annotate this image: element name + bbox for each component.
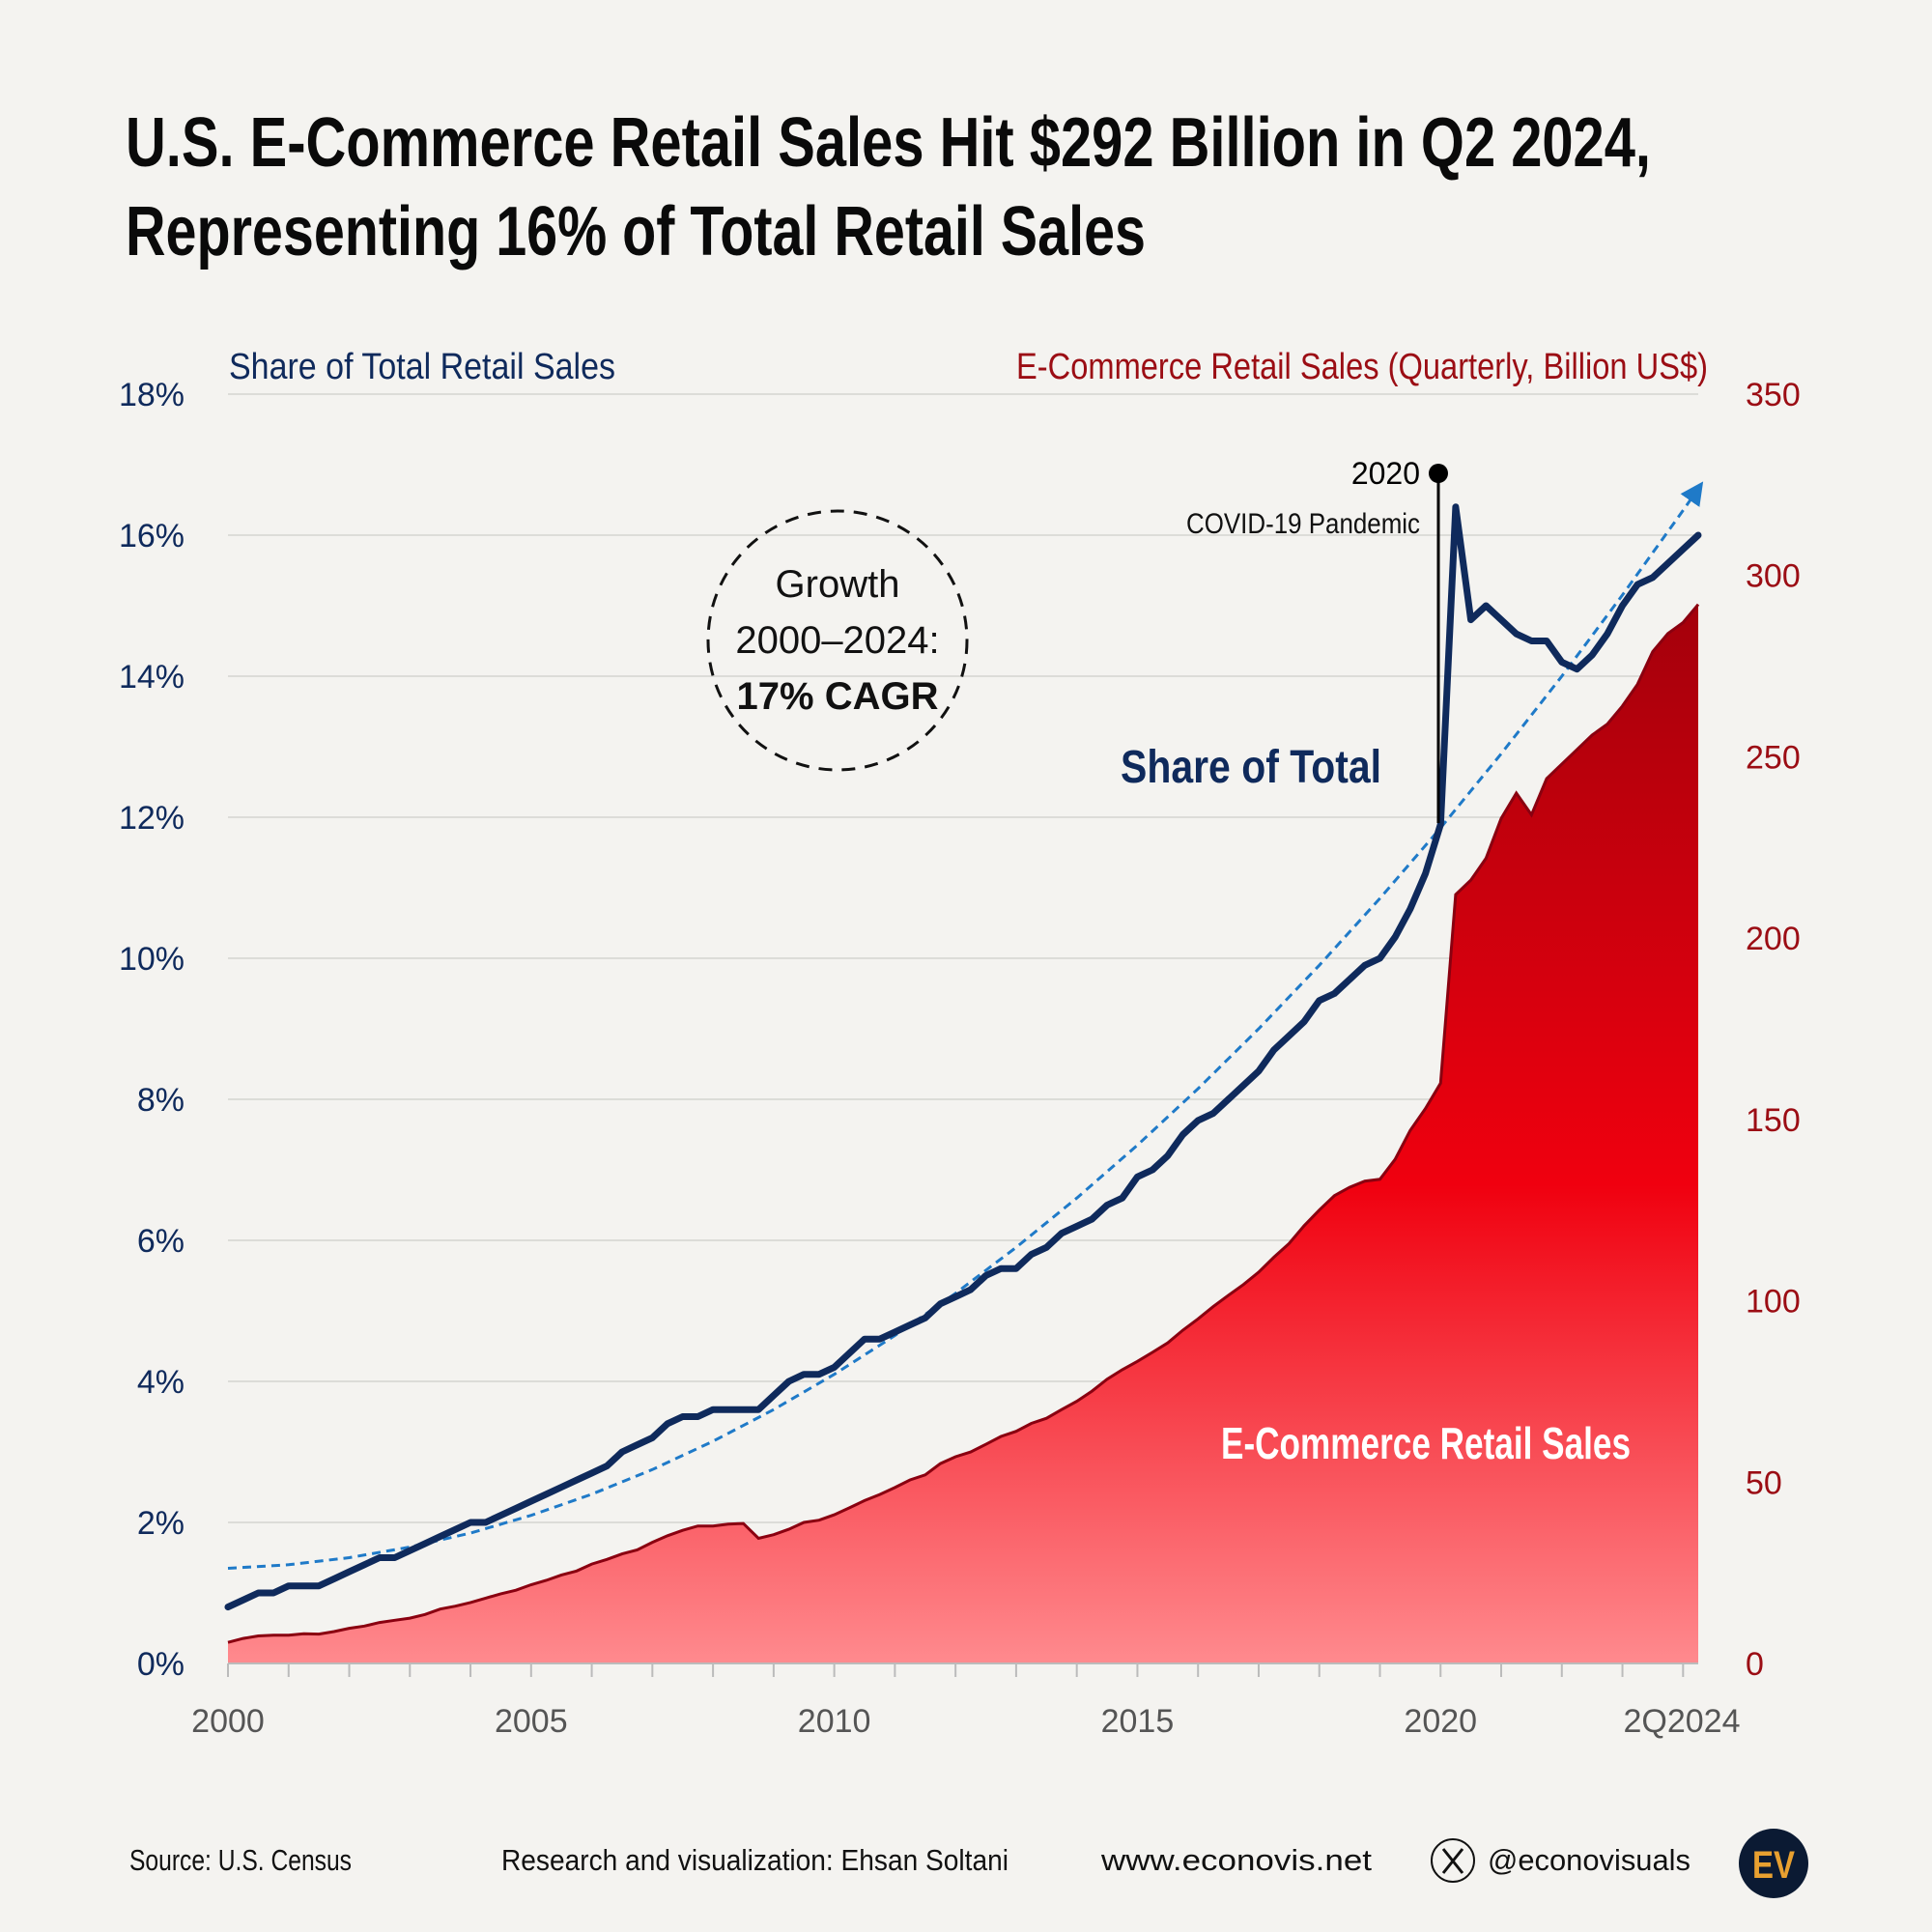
right-tick-label: 350 xyxy=(1746,377,1801,413)
right-axis-ticks: 0 50 100 150 200 250 300 350 xyxy=(1746,377,1801,1683)
left-tick-label: 10% xyxy=(119,941,185,978)
share-line-layer xyxy=(224,503,1702,1611)
left-tick-label: 8% xyxy=(137,1082,185,1119)
growth-callout-line-2: 2000–2024: xyxy=(735,619,939,662)
growth-callout-line-1: Growth xyxy=(776,563,900,606)
left-axis-ticks: 0% 2% 4% 6% 8% 10% 12% 14% 16% 18% xyxy=(119,377,185,1683)
growth-callout-line-3: 17% CAGR xyxy=(737,675,939,718)
left-tick-label: 16% xyxy=(119,518,185,554)
x-tick-label: 2Q2024 xyxy=(1624,1703,1741,1740)
sales-series-label: E-Commerce Retail Sales xyxy=(1221,1418,1631,1468)
x-tick-label: 2000 xyxy=(191,1703,265,1740)
right-axis-title: E-Commerce Retail Sales (Quarterly, Bill… xyxy=(1016,347,1708,387)
covid-marker-dot xyxy=(1429,464,1448,483)
left-tick-label: 4% xyxy=(137,1364,185,1401)
x-tick-label: 2020 xyxy=(1404,1703,1477,1740)
trend-layer xyxy=(227,481,1704,1570)
website-link[interactable]: www.econovis.net xyxy=(1100,1843,1373,1877)
right-tick-label: 50 xyxy=(1746,1464,1782,1501)
growth-callout-circle xyxy=(706,509,969,772)
social-handle-link[interactable]: @econovisuals xyxy=(1488,1843,1690,1877)
left-tick-label: 6% xyxy=(137,1223,185,1260)
x-logo-icon[interactable] xyxy=(1431,1838,1475,1883)
covid-year-label: 2020 xyxy=(1351,456,1420,491)
sales-outline xyxy=(227,603,1700,1644)
credit-text: Research and visualization: Ehsan Soltan… xyxy=(501,1843,1009,1877)
left-tick-label: 0% xyxy=(137,1646,185,1683)
left-tick-label: 18% xyxy=(119,377,185,413)
right-tick-label: 200 xyxy=(1746,921,1801,957)
left-tick-label: 12% xyxy=(119,800,185,837)
right-tick-label: 250 xyxy=(1746,739,1801,776)
x-tick-label: 2005 xyxy=(495,1703,568,1740)
right-tick-label: 0 xyxy=(1746,1646,1764,1683)
sales-area-layer xyxy=(227,603,1700,1664)
svg-text:EV: EV xyxy=(1752,1844,1795,1887)
covid-event-label: COVID-19 Pandemic xyxy=(1186,508,1420,540)
left-axis-title: Share of Total Retail Sales xyxy=(229,347,615,387)
right-tick-label: 300 xyxy=(1746,558,1801,595)
chart-title-line-1: U.S. E-Commerce Retail Sales Hit $292 Bi… xyxy=(126,104,1651,182)
source-text: Source: U.S. Census xyxy=(129,1843,352,1877)
right-tick-label: 150 xyxy=(1746,1102,1801,1139)
trend-line xyxy=(227,481,1704,1570)
share-series-label: Share of Total xyxy=(1121,742,1381,793)
chart-title-line-2: Representing 16% of Total Retail Sales xyxy=(126,193,1146,270)
x-tick-label: 2010 xyxy=(798,1703,871,1740)
sales-area xyxy=(228,604,1698,1664)
x-tick-label: 2015 xyxy=(1101,1703,1175,1740)
left-tick-label: 14% xyxy=(119,659,185,696)
right-tick-label: 100 xyxy=(1746,1284,1801,1321)
left-tick-label: 2% xyxy=(137,1505,185,1542)
x-axis: 2000 2005 2010 2015 2020 2Q2024 xyxy=(191,1662,1741,1740)
share-line xyxy=(224,503,1702,1611)
econovis-logo: EV xyxy=(1739,1829,1808,1898)
